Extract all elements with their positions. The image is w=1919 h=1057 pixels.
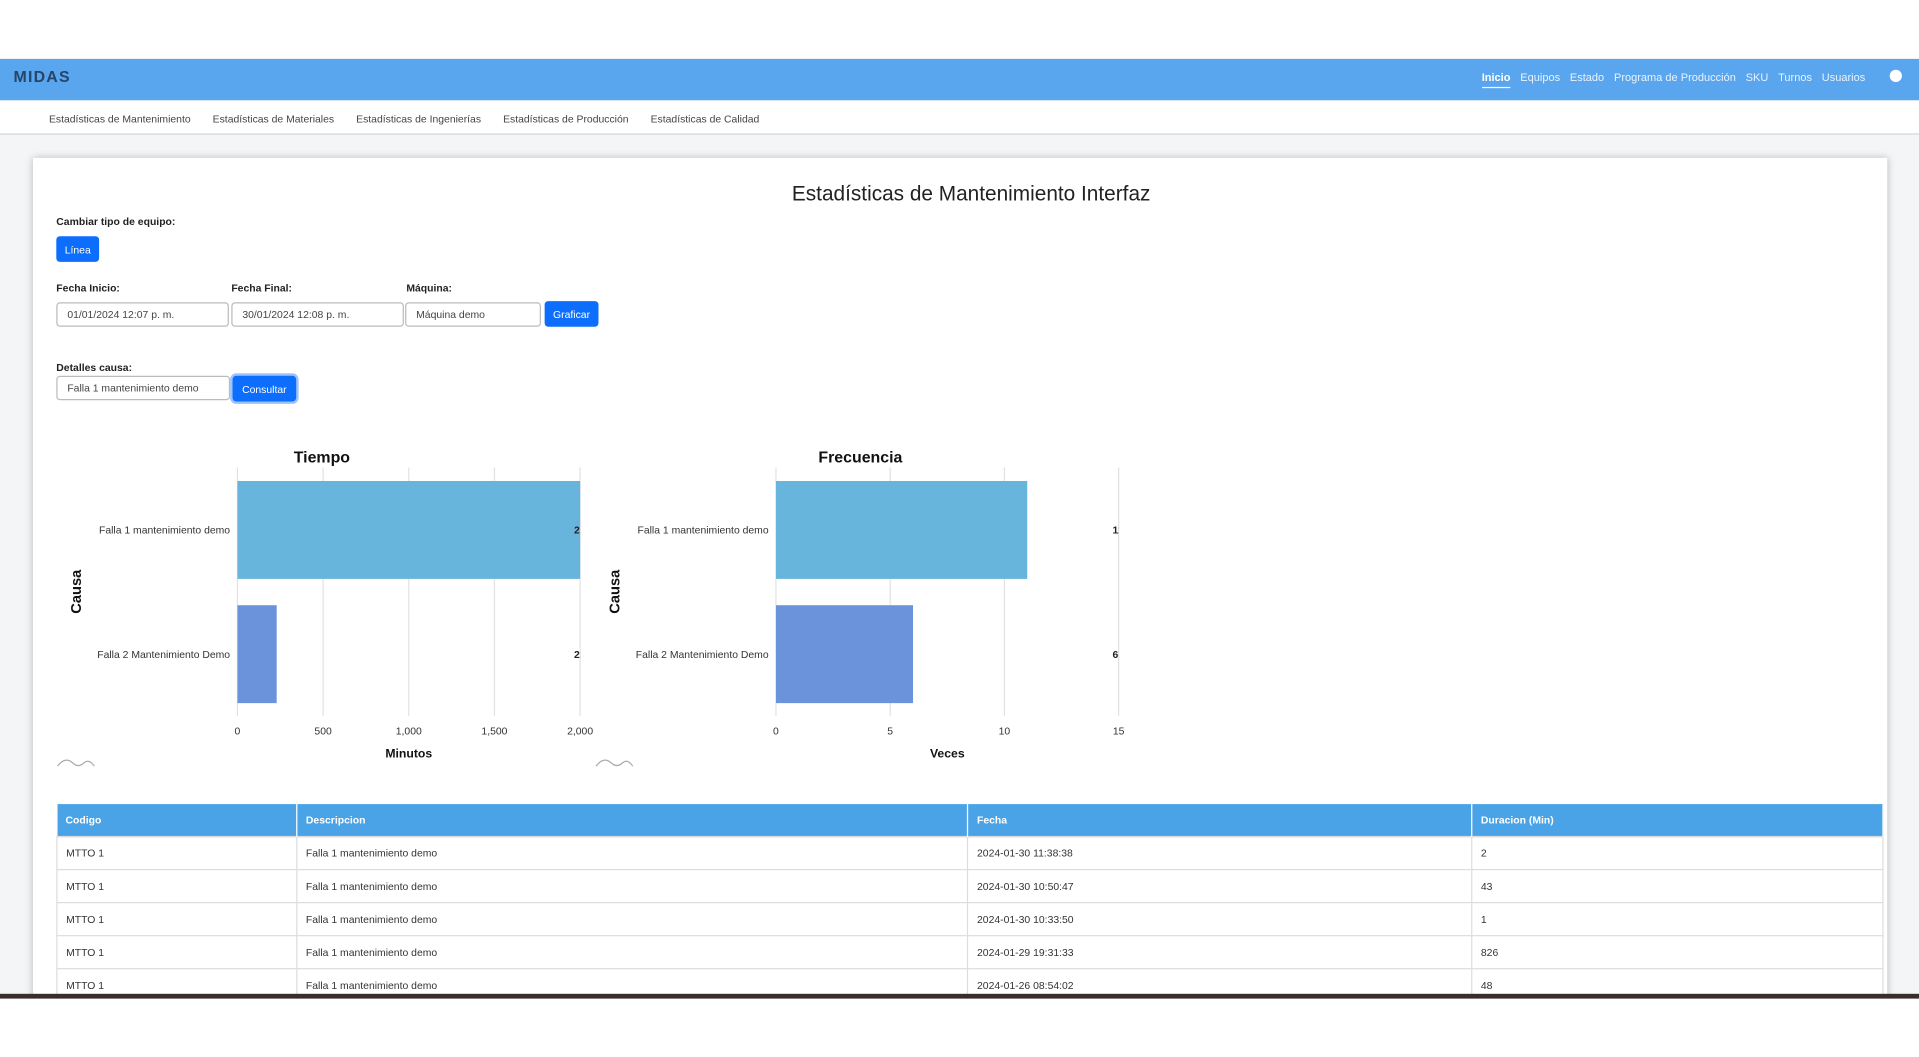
chart-icon <box>595 759 634 767</box>
nav-link[interactable]: Equipos <box>1520 70 1561 84</box>
nav-link[interactable]: Estado <box>1569 70 1605 84</box>
nav-link[interactable]: Programa de Producción <box>1613 70 1736 84</box>
label: Fecha Final: <box>231 281 293 294</box>
x-tick-label: 500 <box>314 726 332 737</box>
card-title: Estadísticas de Mantenimiento Interfaz <box>791 182 1151 206</box>
table-cell: 2024-01-26 08:54:02 <box>967 968 1473 999</box>
user-icon[interactable] <box>1889 69 1902 83</box>
table-cell: 2024-01-30 11:38:38 <box>967 835 1473 871</box>
subnav-link[interactable]: Estadísticas de Calidad <box>650 112 760 125</box>
screen: MIDAS Inicio Equipos Estado Programa de Pro… <box>0 58 1919 999</box>
table-cell: MTTO 1 <box>56 902 298 937</box>
label: Cambiar tipo de equipo: <box>56 215 176 228</box>
nav-link[interactable]: SKU <box>1745 70 1769 84</box>
data-label: 2,000 <box>574 526 600 537</box>
select[interactable]: Máquina demo <box>405 302 541 327</box>
date-input[interactable]: 30/01/2024 12:08 p. m. <box>231 302 404 327</box>
x-tick-label: 15 <box>1113 726 1125 737</box>
table-cell: 1 <box>1471 902 1884 937</box>
bar <box>237 480 581 579</box>
bar <box>775 605 914 704</box>
x-tick-label: 0 <box>773 726 779 737</box>
table: Codigo Descripcion Fecha Duracion (Min) MTTO… <box>56 804 1884 999</box>
table-cell: 2024-01-29 19:31:33 <box>967 935 1473 970</box>
label: Fecha Inicio: <box>56 281 120 294</box>
subnav-link[interactable]: Estadísticas de Materiales <box>212 112 335 125</box>
table-cell: Falla 1 mantenimiento demo <box>296 968 969 999</box>
y-tick-label: Falla 1 mantenimiento demo <box>99 526 230 537</box>
x-tick-label: 10 <box>999 726 1011 737</box>
table-row: MTTO 1 Falla 1 mantenimiento demo 2024-01-… <box>56 835 1884 871</box>
table-cell: MTTO 1 <box>56 935 298 970</box>
x-axis-label: Veces <box>930 747 965 761</box>
column-header: Descripcion <box>296 804 969 837</box>
table-cell: Falla 1 mantenimiento demo <box>296 868 969 904</box>
card: Estadísticas de Mantenimiento Interfaz C… <box>33 157 1888 999</box>
bar <box>237 605 277 704</box>
bottom-bar <box>0 993 1919 999</box>
x-tick-label: 1,500 <box>481 726 507 737</box>
column-header: Fecha <box>967 804 1473 837</box>
table-header: Codigo Descripcion Fecha Duracion (Min) <box>56 804 1884 837</box>
x-tick-label: 2,000 <box>567 726 593 737</box>
column-header: Codigo <box>56 804 298 837</box>
x-tick-label: 0 <box>235 726 241 737</box>
nav-links: Inicio Equipos Estado Programa de Producció… <box>1481 70 1866 89</box>
button[interactable]: Graficar <box>544 301 599 327</box>
nav-link[interactable]: Turnos <box>1778 70 1812 84</box>
data-label: 229 <box>574 650 592 661</box>
table-cell: 48 <box>1471 968 1884 999</box>
table-row: MTTO 1 Falla 1 mantenimiento demo 2024-01-… <box>56 902 1884 937</box>
nav-link[interactable]: Usuarios <box>1821 70 1866 84</box>
data-label: 11 <box>1113 526 1124 537</box>
y-axis-label: Causa <box>69 569 85 614</box>
column-header: Duracion (Min) <box>1471 804 1884 837</box>
table-cell: MTTO 1 <box>56 868 298 904</box>
subnav-link[interactable]: Estadísticas de Producción <box>503 112 629 125</box>
navbar: MIDAS Inicio Equipos Estado Programa de Pro… <box>0 58 1919 101</box>
table-cell: Falla 1 mantenimiento demo <box>296 835 969 871</box>
table-cell: 2024-01-30 10:33:50 <box>967 902 1473 937</box>
bar <box>775 480 1028 579</box>
table-cell: MTTO 1 <box>56 968 298 999</box>
subnav-bar: Estadísticas de Mantenimiento Estadística… <box>0 100 1919 135</box>
nav-link[interactable]: Inicio <box>1481 71 1511 89</box>
chart-title: Frecuencia <box>818 450 902 467</box>
table-row: MTTO 1 Falla 1 mantenimiento demo 2024-01-… <box>56 935 1884 970</box>
table-cell: 2024-01-30 10:50:47 <box>967 868 1473 904</box>
label: Máquina: <box>406 281 453 294</box>
chart-title: Tiempo <box>294 450 351 467</box>
label: Detalles causa: <box>56 361 133 374</box>
y-tick-label: Falla 2 Mantenimiento Demo <box>97 650 230 661</box>
chart-icon <box>57 759 95 767</box>
subnav-link[interactable]: Estadísticas de Ingenierías <box>356 112 482 125</box>
x-tick-label: 5 <box>887 726 893 737</box>
y-tick-label: Falla 2 Mantenimiento Demo <box>636 650 769 661</box>
button[interactable]: Consultar <box>232 375 297 402</box>
table-cell: 2 <box>1471 835 1884 871</box>
table-cell: MTTO 1 <box>56 835 298 871</box>
select[interactable]: Falla 1 mantenimiento demo <box>56 375 231 401</box>
x-axis-label: Minutos <box>385 747 432 761</box>
table-cell: 43 <box>1471 868 1884 904</box>
date-input[interactable]: 01/01/2024 12:07 p. m. <box>56 302 229 327</box>
table-row: MTTO 1 Falla 1 mantenimiento demo 2024-01-… <box>56 868 1884 904</box>
x-tick-label: 1,000 <box>396 726 422 737</box>
y-axis-label: Causa <box>607 569 623 614</box>
y-tick-label: Falla 1 mantenimiento demo <box>637 526 768 537</box>
brand[interactable]: MIDAS <box>13 67 71 86</box>
data-label: 6 <box>1113 650 1119 661</box>
table-row: MTTO 1 Falla 1 mantenimiento demo 2024-01-… <box>56 968 1884 999</box>
subnav-link[interactable]: Estadísticas de Mantenimiento <box>48 112 191 125</box>
table-cell: Falla 1 mantenimiento demo <box>296 935 969 970</box>
table-cell: 826 <box>1471 935 1884 970</box>
table-cell: Falla 1 mantenimiento demo <box>296 902 969 937</box>
charts: 0 500 1,000 1,500 2,000 Tiempo Minutos Causa Fal… <box>57 450 1125 767</box>
subnav: Estadísticas de Mantenimiento Estadística… <box>49 113 759 125</box>
button[interactable]: Línea <box>56 236 100 262</box>
